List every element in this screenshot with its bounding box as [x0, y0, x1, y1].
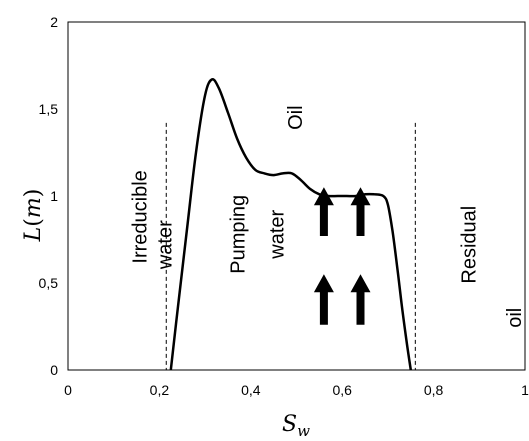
y-tick-label: 0 — [50, 362, 58, 378]
region-label: water — [155, 220, 177, 270]
region-label: Residual — [458, 206, 480, 284]
x-tick-label: 0,6 — [332, 382, 352, 398]
x-tick-label: 1 — [521, 382, 529, 398]
y-axis-label: L(m) — [21, 189, 46, 243]
x-axis-label: Sw — [282, 412, 310, 440]
region-label: water — [266, 210, 288, 260]
y-tick-label: 0,5 — [39, 275, 59, 291]
up-arrow-icon — [313, 274, 334, 325]
up-arrow-icon — [350, 274, 371, 325]
region-label: Pumping — [228, 195, 250, 274]
x-tick-label: 0,8 — [424, 382, 444, 398]
plot-frame — [67, 21, 526, 371]
y-tick-label: 1 — [50, 188, 58, 204]
up-arrow-icon — [313, 187, 334, 236]
x-tick-label: 0 — [64, 382, 72, 398]
x-tick-label: 0,4 — [241, 382, 261, 398]
y-tick-label: 2 — [50, 14, 58, 30]
region-label: oil — [504, 308, 526, 328]
up-arrow-icon — [350, 187, 371, 236]
region-label: Oil — [285, 105, 307, 129]
region-label: Irreducible — [129, 170, 151, 263]
y-tick-label: 1,5 — [39, 101, 59, 117]
series-line — [169, 78, 413, 371]
x-tick-label: 0,2 — [150, 382, 170, 398]
